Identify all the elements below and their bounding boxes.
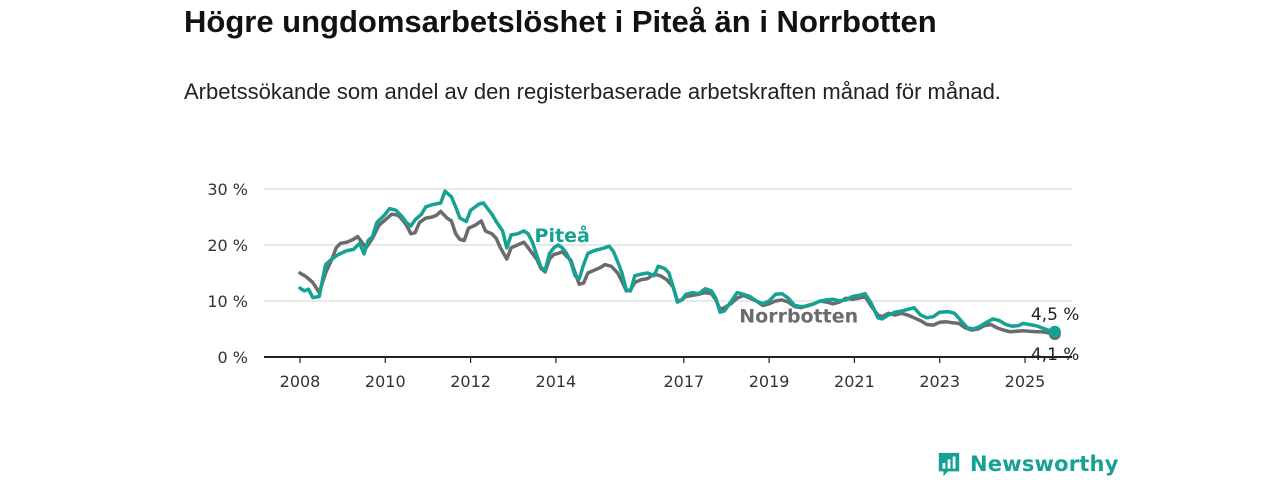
series-line-0 <box>298 189 1057 334</box>
series-lines <box>298 189 1061 341</box>
logo-text: Newsworthy <box>970 452 1119 476</box>
x-tick-label: 2025 <box>1005 372 1046 391</box>
x-tick-label: 2023 <box>919 372 960 391</box>
series-labels: Piteå Norrbotten 4,5 % 4,1 % <box>535 223 1080 365</box>
x-tick-label: 2010 <box>365 372 406 391</box>
series-end-point-0 <box>1048 325 1061 338</box>
series-label-pitea: Piteå <box>535 223 590 247</box>
x-tick-label: 2019 <box>749 372 790 391</box>
y-tick-label: 20 % <box>207 236 248 255</box>
x-tick-label: 2021 <box>834 372 875 391</box>
line-chart: 0 % 10 % 20 % 30 % 2008 2010 2012 2014 2017 2019… <box>207 180 1080 391</box>
end-value-pitea: 4,5 % <box>1031 305 1080 325</box>
chart-title: Högre ungdomsarbetslöshet i Piteå än i N… <box>184 4 937 39</box>
x-tick-label: 2014 <box>536 372 577 391</box>
series-label-norrbotten: Norrbotten <box>739 305 858 327</box>
x-tick-label: 2012 <box>450 372 491 391</box>
grid: 0 % 10 % 20 % 30 % <box>207 180 1072 367</box>
y-tick-label: 10 % <box>207 292 248 311</box>
bar-chart-icon <box>938 452 960 477</box>
newsworthy-logo: Newsworthy <box>936 448 1119 480</box>
end-value-norrbotten: 4,1 % <box>1031 345 1080 365</box>
x-tick-label: 2017 <box>663 372 704 391</box>
x-tick-label: 2008 <box>280 372 321 391</box>
y-tick-label: 30 % <box>207 180 248 199</box>
y-tick-label: 0 % <box>218 348 248 367</box>
chart-subtitle: Arbetssökande som andel av den registerb… <box>184 79 1001 104</box>
x-axis: 2008 2010 2012 2014 2017 2019 2021 2023 2025 <box>280 357 1046 391</box>
series-line-1 <box>298 209 1057 336</box>
